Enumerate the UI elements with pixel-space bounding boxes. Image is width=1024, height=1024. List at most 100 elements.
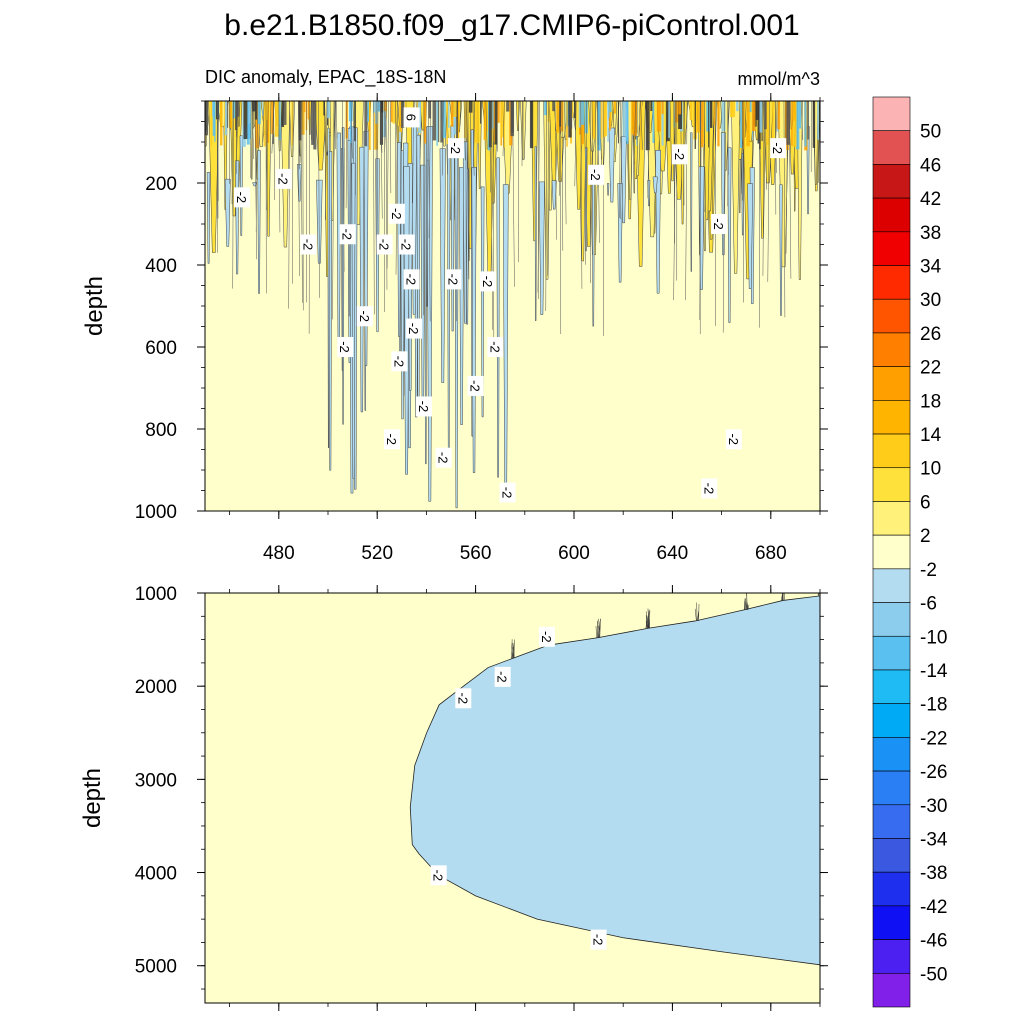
contour-region — [543, 101, 551, 280]
contour-region — [350, 101, 352, 144]
contour-region — [274, 101, 279, 137]
colorbar-swatch — [872, 433, 911, 469]
contour-line — [742, 101, 744, 303]
upper-axes: 200 400 600 800 1000 480 520 560 600 640 680 — [135, 93, 828, 564]
contour-line — [640, 101, 643, 150]
contour-region — [689, 101, 693, 120]
contour-line — [620, 101, 623, 220]
contour-region — [656, 101, 661, 132]
contour-region — [375, 101, 378, 124]
contour-region — [323, 101, 325, 116]
contour-region — [205, 101, 209, 136]
contour-region — [440, 101, 444, 143]
contour-label: 6 — [403, 107, 420, 128]
contour-line — [638, 101, 641, 136]
contour-label-text: -2 — [404, 274, 419, 286]
contour-label-text: -2 — [234, 192, 249, 204]
contour-line — [428, 101, 431, 322]
contour-region — [700, 101, 704, 148]
colorbar-label: -14 — [920, 661, 948, 682]
contour-label: -2 — [487, 337, 504, 357]
contour-region — [252, 101, 257, 112]
contour-line — [747, 604, 750, 610]
contour-region — [206, 172, 211, 264]
contour-region — [456, 101, 458, 149]
colorbar-label: 30 — [920, 290, 941, 311]
contour-label: -2 — [275, 168, 292, 189]
y-tick-label: 3000 — [135, 770, 177, 791]
contour-region — [436, 101, 438, 146]
colorbar-label: 10 — [920, 459, 941, 480]
contour-line — [564, 101, 567, 225]
contour-region — [226, 101, 229, 128]
contour-line — [298, 101, 300, 277]
contour-label-text: -2 — [480, 276, 495, 288]
x-tick-label: 640 — [657, 543, 689, 564]
contour-line — [762, 101, 765, 276]
contour-label-box — [403, 269, 420, 290]
contour-label-text: -2 — [389, 208, 404, 220]
contour-region — [224, 178, 231, 247]
contour-region — [400, 101, 405, 128]
contour-region — [798, 101, 802, 129]
contour-line — [765, 101, 767, 190]
contour-region — [608, 127, 615, 203]
colorbar-label: 26 — [920, 324, 941, 345]
contour-region — [597, 101, 601, 151]
contour-region — [668, 101, 670, 138]
upper-panel: 6 -2 -2 -2 -2 -2 -2 -2 -2 -2 -2 -2 -2 -2 -2 -2 -2 -2 -2 -2 -… — [81, 93, 828, 564]
contour-region — [777, 101, 780, 130]
colorbar-label: 50 — [920, 122, 941, 143]
contour-line — [783, 101, 786, 318]
contour-line — [598, 622, 601, 638]
contour-region — [609, 101, 612, 113]
contour-line — [250, 101, 252, 179]
contour-line — [645, 620, 648, 629]
contour-region — [212, 101, 216, 136]
contour-region — [740, 101, 744, 140]
contour-label-box — [467, 375, 484, 396]
contour-label: -2 — [300, 234, 317, 255]
contour-region — [452, 101, 457, 117]
contour-label-text: -2 — [500, 487, 515, 499]
contour-label-text: -2 — [384, 433, 399, 445]
contour-label-text: -2 — [591, 934, 606, 946]
contour-region — [591, 182, 595, 327]
contour-line — [699, 101, 701, 320]
y-tick-label: 2000 — [135, 677, 177, 698]
contour-region — [786, 101, 791, 145]
contour-line — [767, 101, 770, 282]
contour-region — [210, 101, 213, 147]
contour-region — [626, 101, 629, 145]
colorbar: 50 46 42 38 34 30 26 22 18 14 10 6 2 -2 -6 -10 -14 -18 -22… — [872, 96, 948, 1008]
contour-region — [439, 148, 446, 383]
colorbar-swatch — [872, 905, 911, 940]
contour-line — [345, 101, 348, 209]
contour-label-box — [403, 107, 420, 128]
contour-label-box — [415, 396, 432, 417]
contour-label: -2 — [711, 214, 728, 234]
contour-label-box — [455, 688, 472, 709]
colorbar-label: -42 — [920, 897, 947, 918]
contour-region — [552, 101, 555, 112]
contour-label-text: -2 — [337, 341, 352, 353]
contour-line — [694, 608, 697, 621]
lower-contour-labels: -2 -2 -2 -2 -2 — [430, 626, 607, 950]
contour-label: -2 — [415, 396, 432, 417]
contour-label: -2 — [538, 626, 555, 647]
contour-label: -2 — [701, 478, 718, 499]
contour-label-text: -2 — [357, 310, 372, 322]
contour-region — [559, 101, 564, 132]
contour-region — [622, 101, 627, 137]
colorbar-swatch — [872, 332, 911, 367]
contour-region — [556, 101, 560, 133]
negative-anomaly-region — [409, 593, 820, 966]
contour-region — [792, 101, 797, 147]
contour-line — [727, 101, 729, 176]
contour-region — [551, 180, 557, 210]
contour-line — [595, 626, 597, 638]
colorbar-label: 38 — [920, 223, 941, 244]
contour-label-box — [388, 203, 405, 224]
contour-line — [254, 101, 257, 260]
